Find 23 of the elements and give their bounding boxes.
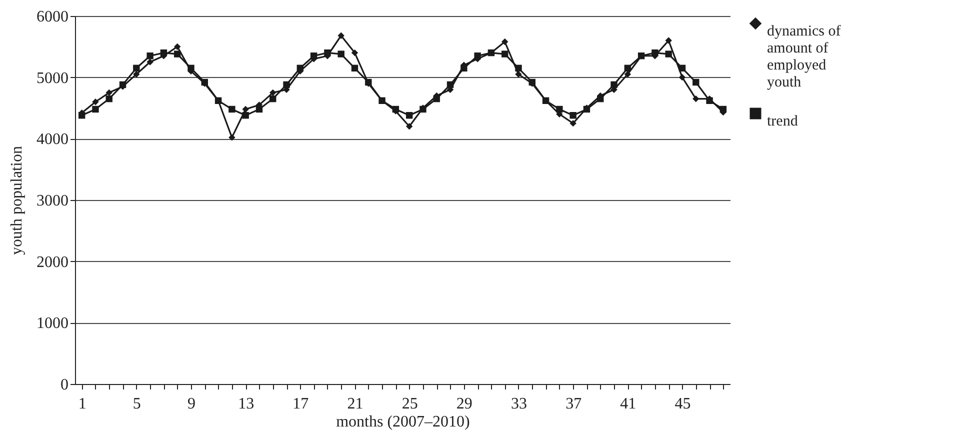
x-tick-label: 41	[620, 396, 636, 412]
legend-label: dynamics of amount of employed youth	[767, 24, 841, 90]
x-tick-label: 37	[566, 396, 582, 412]
x-tick-label: 25	[402, 396, 418, 412]
y-tick-label: 5000	[36, 70, 68, 87]
y-tick-label: 3000	[36, 192, 68, 210]
x-tick-label: 5	[132, 396, 141, 412]
y-tick-label: 4000	[36, 131, 68, 148]
y-tick-label: 6000	[36, 8, 68, 26]
y-tick-label: 2000	[36, 254, 68, 271]
x-tick-label: 17	[292, 396, 309, 412]
y-tick-label: 1000	[36, 315, 68, 332]
y-tick-label: 0	[60, 376, 68, 394]
x-tick-label: 29	[456, 396, 472, 412]
x-axis-title: months (2007–2010)	[336, 414, 470, 430]
x-tick-label: 45	[674, 396, 691, 412]
x-tick-label: 1	[78, 396, 86, 412]
x-tick-label: 9	[187, 396, 196, 412]
x-tick-label: 21	[347, 396, 364, 412]
legend-label: trend	[767, 114, 798, 130]
x-tick-label: 33	[510, 396, 527, 412]
y-axis-title: youth population	[8, 146, 26, 255]
x-tick-label: 13	[238, 396, 254, 412]
